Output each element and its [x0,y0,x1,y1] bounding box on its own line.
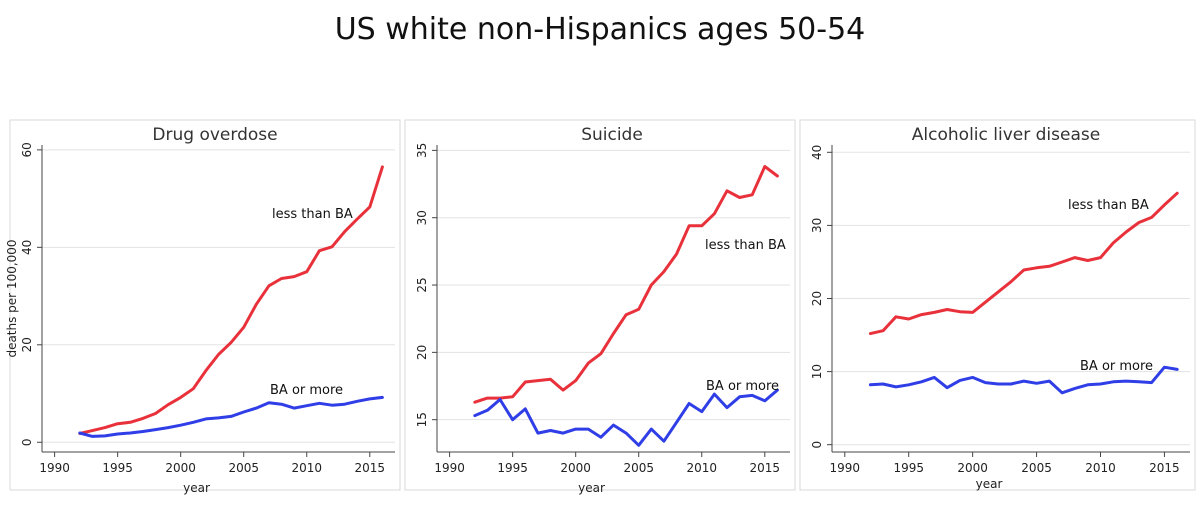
y-tick-label: 20 [415,345,429,360]
series-line-less-than-ba [473,165,779,404]
y-axis-label: deaths per 100,000 [5,239,19,357]
x-axis-label: year [578,481,605,495]
x-tick-label: 2005 [1021,461,1052,475]
y-tick-label: 0 [20,438,34,446]
series-line-ba-or-more [78,395,384,438]
x-tick-label: 2010 [1085,461,1116,475]
panel-frame [9,119,401,491]
y-tick-label: 30 [415,210,429,225]
x-tick-label: 1995 [102,461,133,475]
x-tick-label: 2015 [355,461,386,475]
y-tick-label: 30 [810,218,824,233]
series-label-ba-or-more: BA or more [706,379,779,394]
x-axis-label: year [183,481,210,495]
panel-frame [404,119,796,491]
x-tick-label: 2010 [686,461,717,475]
panel-title: Drug overdose [152,125,277,145]
x-tick-label: 1990 [434,461,465,475]
series-line-ba-or-more [473,388,779,447]
x-tick-label: 2000 [560,461,591,475]
y-tick-label: 20 [810,291,824,306]
x-axis-label: year [976,477,1003,491]
y-tick-label: 15 [415,412,429,427]
y-tick-label: 10 [810,364,824,379]
x-tick-label: 1995 [893,461,924,475]
series-line-less-than-ba [78,165,384,435]
series-line-less-than-ba [868,191,1179,336]
x-tick-label: 2005 [228,461,259,475]
x-tick-label: 2005 [623,461,654,475]
x-tick-label: 2015 [1149,461,1180,475]
series-line-ba-or-more [868,365,1179,395]
series-label-ba-or-more: BA or more [270,383,343,398]
x-tick-label: 1990 [39,461,70,475]
y-tick-label: 20 [20,337,34,352]
y-tick-label: 40 [810,145,824,160]
panel-title: Alcoholic liver disease [912,125,1100,145]
y-tick-label: 0 [810,441,824,449]
x-tick-label: 1995 [497,461,528,475]
x-tick-label: 2015 [750,461,781,475]
panel-title: Suicide [581,125,643,145]
x-tick-label: 1990 [830,461,861,475]
series-label-less-than-ba: less than BA [272,207,353,222]
y-tick-label: 25 [415,277,429,292]
series-label-less-than-ba: less than BA [1068,198,1149,213]
panel-frame [799,119,1196,491]
x-tick-label: 2010 [291,461,322,475]
series-label-ba-or-more: BA or more [1080,359,1153,374]
x-tick-label: 2000 [165,461,196,475]
y-tick-label: 35 [415,143,429,158]
page-title: US white non-Hispanics ages 50-54 [334,12,866,47]
y-tick-label: 60 [20,142,34,157]
series-label-less-than-ba: less than BA [705,238,786,253]
x-tick-label: 2000 [957,461,988,475]
y-tick-label: 40 [20,240,34,255]
